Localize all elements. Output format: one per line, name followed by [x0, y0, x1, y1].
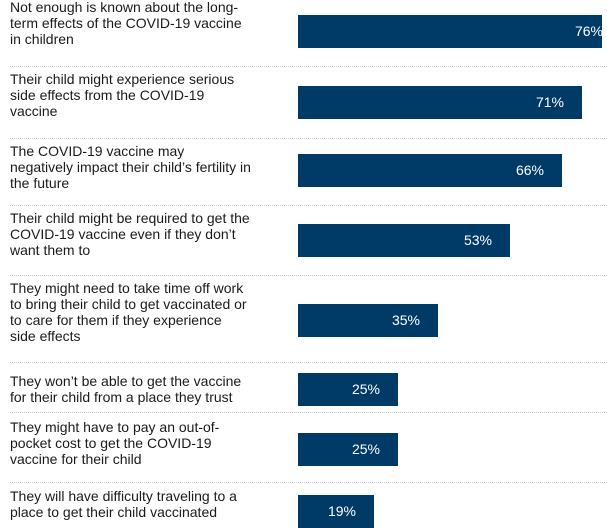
row-divider: [10, 362, 607, 363]
category-label: They might need to take time off work to…: [10, 280, 247, 344]
bar: 71%: [298, 86, 582, 119]
category-label: They will have difficulty traveling to a…: [10, 488, 237, 520]
bar-value-label: 25%: [351, 441, 380, 457]
bar-value-label: 53%: [463, 232, 492, 248]
row-divider: [10, 138, 607, 139]
bar-value-label: 35%: [391, 312, 420, 328]
bar: 76%: [298, 15, 603, 48]
row-divider: [10, 66, 607, 67]
row-divider: [10, 275, 607, 276]
category-label: They might have to pay an out-of- pocket…: [10, 419, 220, 467]
bar-value-label: 66%: [515, 162, 544, 178]
bar-value-label: 25%: [351, 381, 380, 397]
bar: 19%: [298, 495, 374, 528]
bar: 25%: [298, 373, 398, 406]
category-label: Not enough is known about the long- term…: [10, 0, 242, 47]
row-divider: [10, 482, 607, 483]
row-divider: [10, 412, 607, 413]
bar-value-label: 71%: [535, 94, 564, 110]
row-divider: [10, 205, 607, 206]
bar-value-label: 19%: [327, 503, 356, 519]
category-label: The COVID-19 vaccine may negatively impa…: [10, 143, 251, 191]
category-label: They won’t be able to get the vaccine fo…: [10, 373, 242, 405]
bar: 53%: [298, 224, 510, 257]
bar: 35%: [298, 304, 438, 337]
bar: 25%: [298, 433, 398, 466]
bar-value-label: 76%: [574, 23, 603, 39]
category-label: Their child might be required to get the…: [10, 210, 250, 258]
category-label: Their child might experience serious sid…: [10, 71, 235, 119]
bar: 66%: [298, 154, 562, 187]
